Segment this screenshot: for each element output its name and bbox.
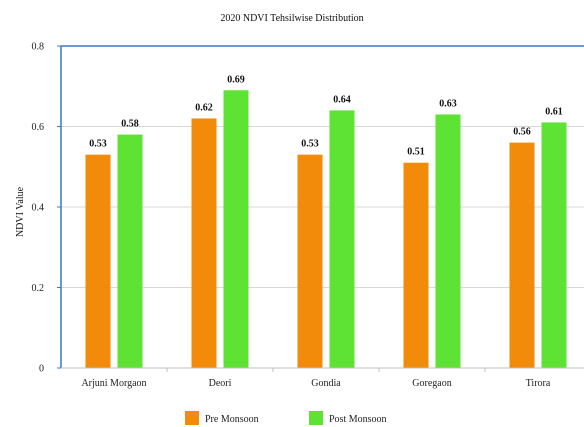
y-tick-label: 0: [39, 364, 44, 375]
bar-post-monsoon: [117, 134, 143, 368]
x-tick-label: Gondia: [311, 378, 341, 389]
bar-value-label: 0.64: [333, 94, 351, 105]
y-tick-label: 0.2: [32, 283, 45, 294]
bar-post-monsoon: [223, 90, 249, 369]
axes: 0 0.2 0.4 0.6 0.8 Arjuni Morgaon Deori Gondia Go…: [32, 42, 584, 389]
x-tick-label: Arjuni Morgaon: [81, 378, 146, 389]
bar-value-label: 0.69: [227, 74, 245, 85]
chart-title: 2020 NDVI Tehsilwise Distribution: [220, 13, 363, 24]
bar-post-monsoon: [541, 122, 567, 368]
y-axis-label: NDVI Value: [15, 186, 26, 237]
bar-pre-monsoon: [297, 154, 323, 368]
legend: Pre Monsoon Post Monsoon: [185, 411, 387, 425]
bar-value-label: 0.53: [89, 139, 107, 150]
x-tick-label: Goregaon: [412, 378, 451, 389]
bars: [85, 90, 567, 369]
bar-value-label: 0.61: [545, 106, 563, 117]
bar-post-monsoon: [329, 110, 355, 369]
bar-value-label: 0.53: [301, 139, 319, 150]
bar-pre-monsoon: [191, 118, 217, 368]
x-tick-label: Tirora: [526, 378, 551, 389]
bar-pre-monsoon: [509, 142, 535, 368]
bar-value-label: 0.58: [121, 119, 139, 130]
y-tick-label: 0.8: [32, 42, 45, 53]
legend-label: Post Monsoon: [329, 414, 387, 425]
bar-value-labels: 0.53 0.58 0.62 0.69 0.53 0.64 0.51 0.63 0.56 0.61: [89, 74, 563, 157]
bar-value-label: 0.62: [195, 102, 213, 113]
y-tick-label: 0.6: [32, 122, 45, 133]
x-tick-label: Deori: [209, 378, 232, 389]
legend-label: Pre Monsoon: [205, 414, 259, 425]
y-tick-label: 0.4: [32, 203, 45, 214]
bar-value-label: 0.63: [439, 98, 457, 109]
bar-pre-monsoon: [403, 162, 429, 368]
bar-pre-monsoon: [85, 154, 111, 368]
bar-post-monsoon: [435, 114, 461, 368]
bar-value-label: 0.56: [513, 127, 531, 138]
bar-value-label: 0.51: [407, 147, 425, 158]
legend-swatch: [309, 411, 323, 425]
legend-swatch: [185, 411, 199, 425]
